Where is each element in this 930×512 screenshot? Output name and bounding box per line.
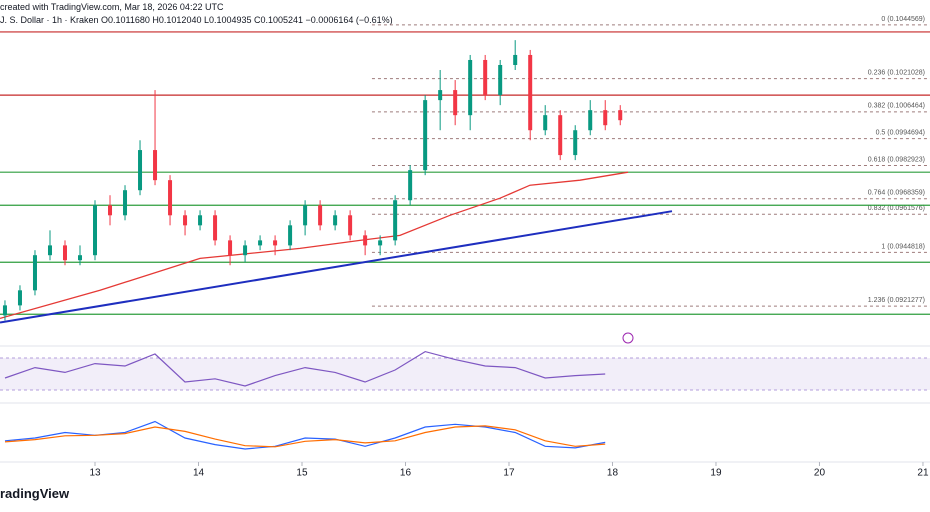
candle-body — [618, 110, 623, 121]
fib-label: 0 (0.1044569) — [881, 16, 925, 23]
x-tick-label: 15 — [296, 468, 308, 479]
x-tick-label: 21 — [917, 468, 929, 479]
candle-body — [603, 110, 608, 126]
x-tick-label: 16 — [400, 468, 412, 479]
fib-label: 1.236 (0.0921277) — [868, 297, 925, 304]
candle-body — [2, 305, 7, 316]
x-tick-label: 19 — [710, 468, 722, 479]
x-tick-label: 17 — [503, 468, 515, 479]
macd-line — [4, 425, 606, 448]
candle-body — [153, 150, 158, 181]
candle-body — [93, 205, 98, 256]
candle-body — [183, 215, 188, 226]
candle-body — [288, 225, 293, 246]
fib-label: 0.382 (0.1006464) — [868, 103, 925, 110]
candle-body — [423, 100, 428, 171]
fib-label: 0.764 (0.0968359) — [868, 190, 925, 197]
candle-body — [47, 245, 52, 256]
x-tick-label: 14 — [193, 468, 205, 479]
candle-body — [453, 90, 458, 116]
trend-line — [0, 210, 673, 324]
candle-body — [303, 205, 308, 226]
candle-body — [168, 180, 173, 216]
candle-body — [363, 235, 368, 246]
candle-body — [273, 240, 278, 246]
candle-body — [483, 59, 488, 96]
candle-body — [138, 150, 143, 191]
brand: radingView — [0, 486, 70, 501]
fib-label: 1 (0.0944818) — [881, 243, 925, 250]
candle-body — [348, 215, 353, 236]
header-source: created with TradingView.com, Mar 18, 20… — [0, 2, 224, 12]
candle-body — [228, 240, 233, 256]
rsi-band — [0, 358, 930, 390]
candle-body — [333, 215, 338, 226]
candle-body — [558, 115, 563, 156]
event-icon — [622, 332, 634, 344]
fib-label: 0.618 (0.0982923) — [868, 156, 925, 163]
x-tick-label: 20 — [814, 468, 826, 479]
candle-body — [123, 190, 128, 216]
candle-body — [573, 130, 578, 156]
candle-body — [32, 255, 37, 291]
x-tick-label: 18 — [607, 468, 619, 479]
candle-body — [513, 54, 518, 65]
candle-body — [498, 64, 503, 96]
candle-body — [243, 245, 248, 256]
candle-body — [108, 205, 113, 216]
rsi-line — [4, 350, 606, 387]
candle-body — [528, 54, 533, 131]
candle-body — [198, 215, 203, 226]
fib-label: 0.236 (0.1021028) — [868, 69, 925, 76]
x-tick-label: 13 — [89, 468, 101, 479]
candle-body — [378, 240, 383, 246]
candle-body — [543, 115, 548, 131]
candle-body — [438, 90, 443, 101]
moving-average — [0, 171, 629, 320]
candle-body — [468, 59, 473, 116]
candle-body — [78, 255, 83, 261]
candle-body — [258, 240, 263, 246]
candle-body — [62, 245, 67, 261]
candle-body — [318, 205, 323, 226]
candle-body — [213, 215, 218, 241]
fib-label: 0.832 (0.0961576) — [868, 205, 925, 212]
candle-body — [588, 110, 593, 131]
candle-body — [408, 170, 413, 201]
header-legend: J. S. Dollar · 1h · Kraken O0.1011680 H0… — [0, 15, 393, 25]
candle-body — [17, 290, 22, 306]
fib-label: 0.5 (0.0994694) — [876, 130, 925, 137]
candle-body — [393, 200, 398, 241]
